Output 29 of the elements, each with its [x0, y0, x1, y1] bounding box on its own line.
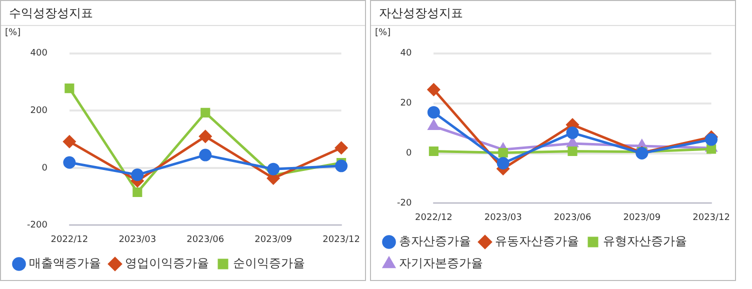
y-axis-title: [%] — [5, 28, 21, 38]
y-tick-label: 400 — [30, 48, 48, 59]
y-axis-title: [%] — [375, 28, 391, 38]
x-tick-label: 2022/12 — [415, 212, 452, 223]
y-tick-label: 200 — [30, 106, 48, 116]
x-tick-label: 2023/09 — [254, 234, 292, 245]
chart-title: 자산성장성지표 — [371, 1, 735, 26]
legend-label: 순이익증가율 — [233, 256, 305, 270]
legend-label: 유동자산증가율 — [495, 234, 579, 248]
y-tick-label: 20 — [400, 98, 412, 109]
y-tick-label: 0 — [42, 163, 48, 174]
legend-label: 매출액증가율 — [29, 256, 101, 270]
legend-label: 유형자산증가율 — [603, 234, 687, 248]
x-tick-label: 2023/06 — [554, 212, 592, 223]
y-tick-label: 0 — [406, 148, 412, 159]
y-tick-label: 40 — [400, 48, 412, 59]
legend-label: 총자산증가율 — [399, 234, 471, 248]
y-tick-label: -200 — [26, 220, 48, 231]
legend-label: 영업이익증가율 — [125, 256, 209, 270]
chart-title: 수익성장성지표 — [1, 1, 365, 26]
x-tick-label: 2023/03 — [484, 212, 522, 223]
x-tick-label: 2023/12 — [692, 212, 730, 223]
x-tick-label: 2023/06 — [186, 234, 224, 245]
x-tick-label: 2023/09 — [623, 212, 661, 223]
x-tick-label: 2023/03 — [118, 234, 156, 245]
y-tick-label: -20 — [396, 198, 412, 209]
x-tick-label: 2023/12 — [322, 234, 360, 245]
x-tick-label: 2022/12 — [50, 234, 88, 245]
legend-label: 자기자본증가율 — [399, 256, 483, 270]
